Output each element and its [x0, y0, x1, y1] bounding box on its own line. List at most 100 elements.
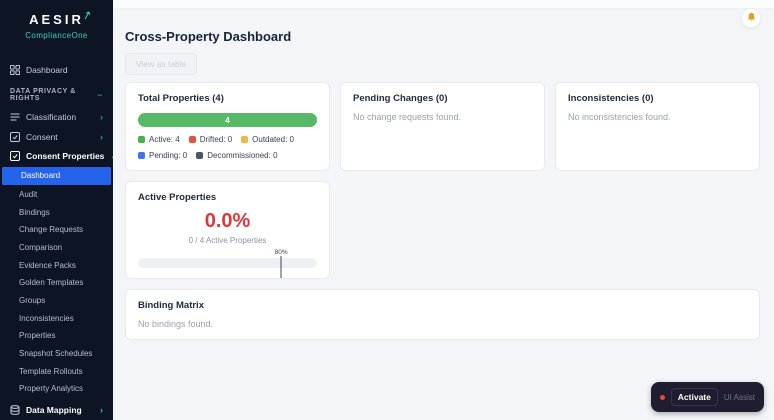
chevron-right-icon: › [100, 112, 103, 123]
record-dot-icon [659, 394, 665, 400]
card-title: Inconsistencies (0) [568, 93, 654, 104]
sidebar-subitem-template-rollouts[interactable]: Template Rollouts [0, 362, 113, 380]
active-properties-row: Active Properties 0.0% 0 / 4 Active Prop… [125, 181, 760, 279]
subitem-label: Template Rollouts [19, 366, 83, 376]
subitem-label: Bindings [19, 207, 50, 217]
inconsistencies-card: Inconsistencies (0) No inconsistencies f… [555, 82, 760, 171]
binding-matrix-card: Binding Matrix No bindings found. [125, 289, 760, 340]
active-progress: 80% [138, 249, 317, 278]
subitem-label: Evidence Packs [19, 260, 76, 270]
sidebar-item-data-mapping[interactable]: Data Mapping › [0, 401, 113, 420]
sidebar-subitem-dashboard[interactable]: Dashboard [2, 167, 111, 185]
checkbox-icon [10, 131, 20, 142]
legend-item-decommissioned: Decommissioned: 0 [196, 151, 278, 160]
sidebar-item-label: Data Mapping [26, 405, 82, 416]
sidebar-subitem-groups[interactable]: Groups [0, 292, 113, 310]
subitem-label: Change Requests [19, 225, 84, 235]
threshold-marker [280, 256, 282, 278]
pending-changes-card: Pending Changes (0) No change requests f… [340, 82, 545, 171]
card-title: Active Properties [138, 192, 217, 203]
sidebar-item-consent[interactable]: Consent › [0, 127, 113, 147]
sidebar-subitem-change-requests[interactable]: Change Requests [0, 221, 113, 239]
collapse-minus-icon[interactable]: − [97, 89, 103, 100]
chevron-right-icon: › [100, 405, 103, 416]
legend-item-active: Active: 4 [138, 135, 180, 144]
top-bar [113, 0, 774, 9]
card-title: Binding Matrix [138, 300, 204, 311]
grid-icon [10, 64, 20, 75]
subitem-label: Dashboard [21, 171, 61, 181]
checkbox-icon [10, 151, 20, 162]
legend-dot-pending [138, 152, 145, 159]
subitem-label: Comparison [19, 243, 63, 253]
notifications-bell-button[interactable] [741, 8, 761, 28]
empty-state-text: No bindings found. [138, 319, 214, 329]
sidebar-subitem-properties[interactable]: Properties [0, 327, 113, 345]
sidebar-item-classification[interactable]: Classification › [0, 108, 113, 128]
section-label: DATA PRIVACY & RIGHTS [10, 87, 76, 102]
view-as-table-button[interactable]: View as table [125, 53, 198, 75]
sidebar-item-label: Dashboard [26, 64, 68, 75]
active-percent-caption: 0 / 4 Active Properties [188, 236, 267, 245]
threshold-label: 80% [274, 249, 288, 256]
summary-cards-row: Total Properties (4) 4 Active: 4 Drifted… [125, 82, 760, 171]
subitem-label: Property Analytics [19, 384, 84, 394]
subitem-label: Golden Templates [19, 278, 84, 288]
card-title: Pending Changes (0) [353, 93, 448, 104]
sidebar-subitem-comparison[interactable]: Comparison [0, 239, 113, 257]
subitem-label: Snapshot Schedules [19, 348, 93, 358]
chevron-down-icon: ⌄ [110, 151, 113, 162]
legend-item-pending: Pending: 0 [138, 151, 187, 160]
sidebar-subitem-inconsistencies[interactable]: Inconsistencies [0, 309, 113, 327]
chevron-right-icon: › [100, 131, 103, 142]
sidebar-item-dashboard[interactable]: Dashboard [0, 60, 113, 80]
total-properties-bar: 4 [138, 113, 317, 127]
sidebar-subitem-bindings[interactable]: Bindings [0, 203, 113, 221]
sidebar-item-label: Consent Properties [26, 151, 105, 162]
sidebar: AESIR ComplianceOne Dashboard DATA PRIVA… [0, 0, 113, 420]
ui-assist-widget: Activate UI Assist [650, 382, 764, 412]
list-icon [10, 112, 20, 122]
ui-assist-label: UI Assist [723, 392, 755, 402]
page-title: Cross-Property Dashboard [125, 29, 292, 44]
subitem-label: Inconsistencies [19, 313, 74, 323]
legend-label: Drifted: 0 [199, 135, 233, 144]
legend-dot-active [138, 136, 145, 143]
activate-button[interactable]: Activate [670, 388, 718, 406]
empty-state-text: No change requests found. [353, 112, 462, 122]
main-content: Cross-Property Dashboard View as table T… [113, 0, 774, 420]
status-legend: Active: 4 Drifted: 0 Outdated: 0 Pending… [138, 135, 317, 160]
legend-label: Pending: 0 [149, 151, 188, 160]
logo-text: AESIR [29, 12, 84, 27]
progress-track [138, 258, 317, 268]
legend-label: Decommissioned: 0 [207, 151, 278, 160]
bell-icon [746, 11, 757, 26]
subitem-label: Audit [19, 190, 38, 200]
sidebar-item-label: Consent [26, 131, 58, 142]
sidebar-item-label: Classification [26, 112, 77, 123]
legend-label: Active: 4 [149, 135, 180, 144]
sidebar-section-data-privacy[interactable]: DATA PRIVACY & RIGHTS − [0, 80, 113, 108]
sidebar-item-consent-properties[interactable]: Consent Properties ⌄ [0, 147, 113, 167]
logo-spark-icon [84, 8, 91, 23]
logo-subtitle: ComplianceOne [25, 31, 88, 40]
subitem-label: Properties [19, 331, 56, 341]
logo-title: AESIR [29, 11, 90, 27]
active-percent-value: 0.0% [204, 210, 251, 232]
card-title: Total Properties (4) [138, 93, 224, 104]
legend-item-outdated: Outdated: 0 [241, 135, 294, 144]
sidebar-subitem-evidence-packs[interactable]: Evidence Packs [0, 256, 113, 274]
legend-label: Outdated: 0 [252, 135, 294, 144]
database-icon [10, 405, 20, 416]
legend-dot-decommissioned [196, 152, 204, 159]
subitem-label: Groups [19, 295, 46, 305]
legend-dot-drifted [188, 136, 196, 143]
app-logo: AESIR ComplianceOne [0, 0, 113, 50]
sidebar-subitem-audit[interactable]: Audit [0, 186, 113, 204]
legend-item-drifted: Drifted: 0 [188, 135, 233, 144]
sidebar-subitem-snapshot-schedules[interactable]: Snapshot Schedules [0, 345, 113, 363]
sidebar-subitem-golden-templates[interactable]: Golden Templates [0, 274, 113, 292]
legend-dot-outdated [241, 136, 249, 143]
active-properties-card: Active Properties 0.0% 0 / 4 Active Prop… [125, 181, 330, 279]
sidebar-subitem-property-analytics[interactable]: Property Analytics [0, 380, 113, 398]
